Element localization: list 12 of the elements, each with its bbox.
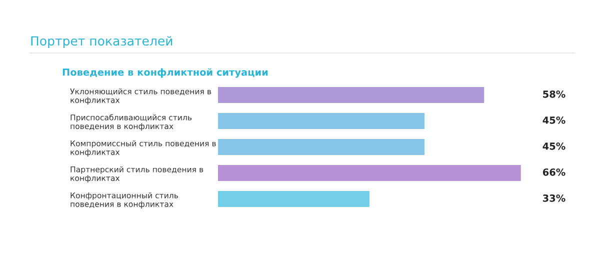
data-label: 66% bbox=[542, 168, 566, 176]
bar bbox=[218, 86, 484, 104]
bar bbox=[218, 164, 521, 182]
bar bbox=[218, 112, 424, 130]
bar bbox=[218, 190, 370, 208]
data-label: 58% bbox=[543, 90, 566, 98]
bar bbox=[218, 138, 424, 156]
text: Портрет показателей bbox=[31, 36, 172, 48]
data-label: 45% bbox=[542, 116, 566, 124]
data-label: 33% bbox=[543, 194, 566, 202]
data-label: 45% bbox=[542, 142, 566, 150]
chart-subtitle: Поведение в конфликтной ситуации bbox=[62, 68, 268, 78]
